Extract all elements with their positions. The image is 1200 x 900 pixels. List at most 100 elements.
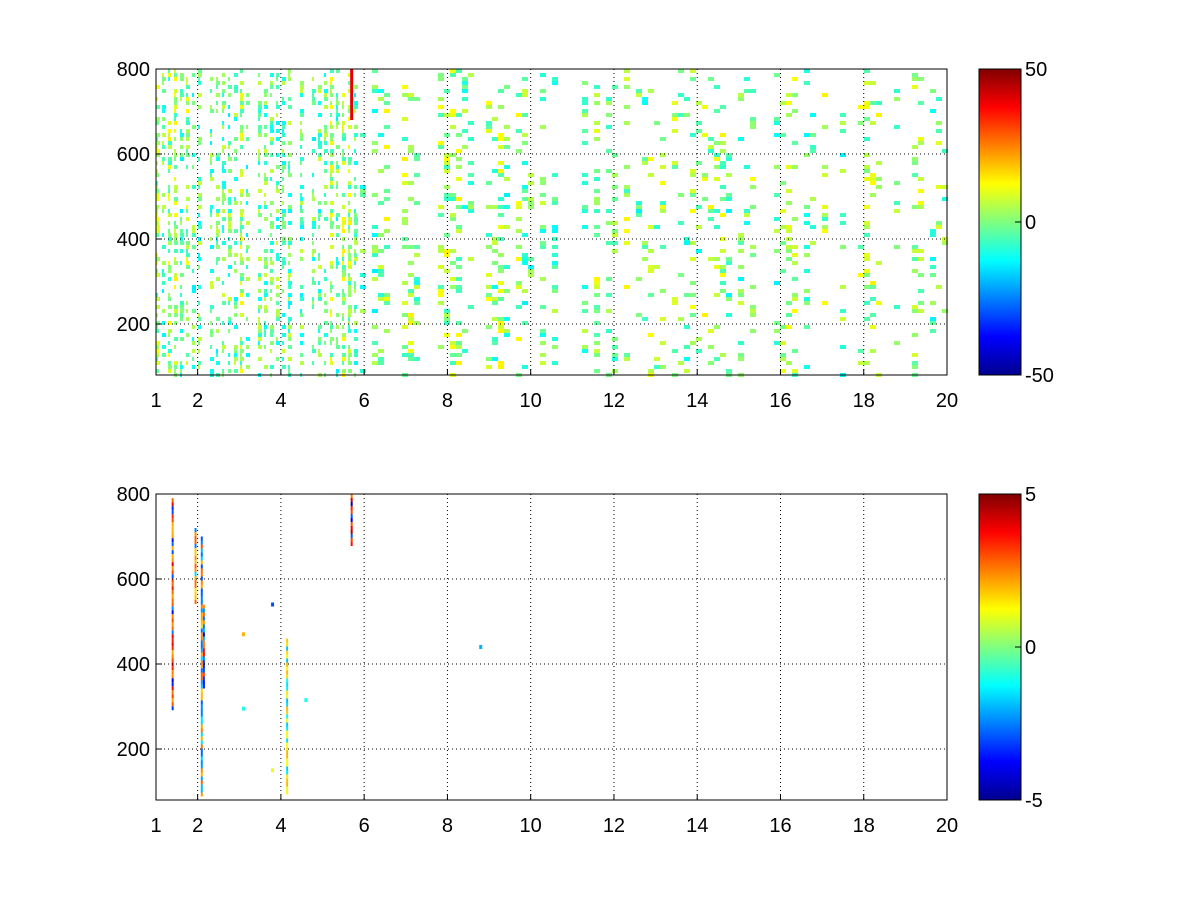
colorbar-tick-label: 5	[1025, 484, 1036, 506]
heat-cell	[372, 277, 378, 281]
heat-cell	[336, 161, 338, 165]
heat-cell	[240, 289, 244, 293]
heat-cell	[354, 321, 358, 325]
heat-cell	[240, 241, 242, 245]
heat-cell	[240, 313, 244, 317]
heat-cell	[186, 97, 189, 101]
heat-cell	[276, 77, 278, 81]
heat-cell	[378, 249, 384, 253]
heat-cell	[912, 361, 918, 365]
heat-cell	[516, 201, 522, 205]
heat-cell	[486, 129, 492, 133]
colorbar-gradient	[978, 68, 1022, 376]
heat-cell	[858, 361, 864, 365]
heat-cell	[408, 149, 414, 153]
heat-cell	[840, 345, 846, 349]
heat-cell	[612, 185, 618, 189]
heat-cell	[240, 213, 243, 217]
heat-cell	[180, 221, 182, 225]
heat-cell	[348, 201, 350, 205]
heat-cell	[171, 702, 174, 707]
heat-cell	[286, 710, 289, 715]
heat-cell	[186, 257, 188, 261]
heat-cell	[300, 93, 303, 97]
heat-cell	[318, 89, 321, 93]
heat-cell	[318, 129, 321, 133]
heat-cell	[168, 69, 170, 73]
heat-cell	[300, 121, 302, 125]
heat-cell	[286, 750, 289, 755]
heat-cell	[582, 181, 588, 185]
heat-cell	[930, 109, 936, 113]
heat-cell	[288, 169, 290, 173]
heat-cell	[258, 113, 261, 117]
heat-cell	[450, 249, 456, 253]
heat-cell	[840, 285, 846, 289]
heat-cell	[180, 337, 184, 341]
heat-cell	[168, 353, 170, 357]
heat-cell	[222, 201, 224, 205]
heat-cell	[350, 498, 353, 502]
heat-cell	[336, 233, 339, 237]
heat-cell	[444, 185, 450, 189]
heat-cell	[672, 129, 678, 133]
heat-cell	[486, 365, 492, 369]
heat-cell	[286, 754, 289, 759]
heat-cell	[624, 105, 630, 109]
heat-cell	[612, 337, 618, 341]
heat-cell	[200, 792, 203, 797]
heat-cell	[702, 105, 708, 109]
heat-cell	[171, 542, 174, 547]
heat-cell	[582, 209, 588, 213]
heat-cell	[240, 81, 244, 85]
heat-cell	[540, 245, 546, 249]
heat-cell	[156, 293, 158, 297]
heat-cell	[216, 157, 220, 161]
heat-cell	[726, 157, 732, 161]
heat-cell	[456, 321, 462, 325]
heat-cell	[336, 109, 338, 113]
heat-cell	[270, 221, 274, 225]
heat-cell	[240, 173, 243, 177]
heat-cell	[552, 81, 558, 85]
heat-cell	[522, 77, 528, 81]
heat-cell	[414, 277, 420, 281]
heat-cell	[200, 724, 203, 729]
heat-cell	[516, 285, 522, 289]
heat-cell	[444, 269, 450, 273]
heat-cell	[222, 165, 224, 169]
heat-cell	[162, 209, 164, 213]
heat-cell	[528, 265, 534, 269]
heat-cell	[330, 309, 332, 313]
heat-cell	[582, 205, 588, 209]
heat-cell	[918, 257, 924, 261]
heat-cell	[786, 325, 792, 329]
x-tick-label: 8	[442, 390, 453, 412]
heat-cell	[690, 77, 696, 81]
heat-cell	[200, 736, 203, 741]
heat-cell	[738, 265, 744, 269]
heat-cell	[194, 552, 197, 556]
heat-cell	[792, 93, 798, 97]
heat-cell	[606, 277, 612, 281]
heat-cell	[240, 365, 242, 369]
heat-cell	[336, 113, 340, 117]
heat-cell	[240, 229, 242, 233]
heatmap-cells	[171, 494, 483, 797]
heat-cell	[186, 121, 190, 125]
heat-cell	[690, 209, 696, 213]
heat-cell	[200, 780, 203, 785]
heat-cell	[300, 161, 302, 165]
heat-cell	[222, 209, 225, 213]
heat-cell	[198, 225, 202, 229]
heat-cell	[918, 249, 924, 253]
heat-cell	[462, 145, 468, 149]
heat-cell	[342, 125, 344, 129]
heat-cell	[792, 369, 798, 373]
heat-cell	[408, 145, 414, 149]
heat-cell	[198, 177, 201, 181]
heat-cell	[594, 305, 600, 309]
heat-cell	[180, 249, 183, 253]
heat-cell	[258, 325, 262, 329]
heat-cell	[312, 97, 315, 101]
